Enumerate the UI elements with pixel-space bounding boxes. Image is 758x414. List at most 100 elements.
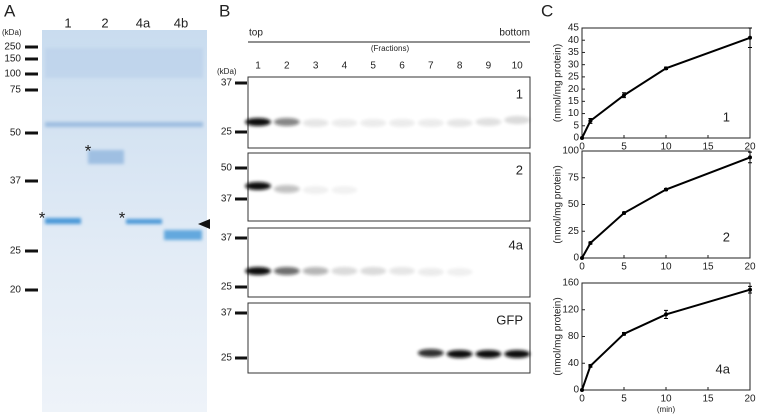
chart-label: 1 [723,109,730,124]
blot-band [389,119,415,127]
marker-tick [25,249,38,253]
chart-label: 4a [716,361,731,376]
blot-band [446,119,473,127]
marker-label: 25 [221,127,233,138]
marker-tick [235,81,247,85]
x-tick-label: 0 [579,394,585,405]
blot-label: 1 [516,86,523,101]
x-tick-label: 0 [579,262,585,273]
fraction-label: 3 [313,61,319,72]
marker-tick [235,197,247,201]
blot-band [331,267,358,275]
kda-label: (kDa) [2,28,22,37]
blot-band [360,119,387,127]
blot-band [417,119,444,127]
marker-label: 50 [10,128,22,139]
y-tick-label: 0 [573,385,579,396]
blot [247,227,531,298]
blot-band [360,267,387,275]
fraction-label: 1 [255,61,261,72]
blot-band [446,268,473,276]
marker-label: 25 [221,282,233,293]
panel-letter: A [4,1,16,20]
gel-bands [45,48,203,240]
blot-band [302,267,329,275]
x-tick-label: 15 [702,262,714,273]
data-point [664,66,668,71]
marker-tick [235,285,247,289]
marker-tick [25,57,38,61]
asterisk: * [39,208,46,227]
fractions-label: (Fractions) [371,44,410,53]
y-tick-label: 0 [573,253,579,264]
blot-band [302,186,329,194]
marker-label: 150 [4,54,21,65]
blot-band [302,119,329,127]
blot-band [245,182,271,190]
bottom-label: bottom [499,28,530,39]
marker-tick [235,236,247,240]
y-tick-label: 50 [568,199,580,210]
arrowhead [198,219,210,229]
blot-band [273,118,300,126]
y-tick-label: 40 [568,358,580,369]
y-tick-label: 100 [562,146,579,157]
data-point [748,287,752,292]
blot-label: GFP [496,312,523,327]
fraction-label: 9 [486,61,492,72]
y-tick-label: 15 [568,96,580,107]
blot-label: 4a [509,237,524,252]
blot-band [417,268,444,276]
marker-label: 100 [4,69,21,80]
blot-band [446,350,473,358]
data-point [580,388,584,392]
y-axis-label: (nmol/mg protein) [553,165,564,243]
y-tick-label: 25 [568,72,580,83]
x-tick-label: 10 [660,394,672,405]
x-tick-label: 15 [702,142,714,153]
data-point [622,93,626,98]
data-point [588,118,593,123]
marker-tick [25,131,38,135]
y-tick-label: 25 [568,226,580,237]
fraction-label: 2 [284,61,290,72]
x-tick-label: 15 [702,394,714,405]
data-point [580,256,584,260]
blot-band [245,118,271,126]
marker-tick [235,130,247,134]
fraction-label: 6 [399,61,405,72]
blot-band [273,267,300,275]
x-tick-label: 20 [744,262,756,273]
data-point [580,136,584,140]
lane-label: 4b [174,15,188,30]
blot-band [331,186,358,194]
kda-label: (kDa) [217,67,237,76]
x-tick-label: 5 [621,262,627,273]
data-point [664,187,668,192]
marker-label: 25 [221,353,233,364]
marker-label: 75 [10,85,22,96]
y-tick-label: 45 [568,23,580,34]
blot-band [389,267,415,275]
y-tick-label: 30 [568,59,580,70]
blot-band [504,350,531,358]
x-tick-label: 5 [621,394,627,405]
blot [247,76,531,149]
x-tick-label: 20 [744,142,756,153]
marker-label: 50 [221,163,233,174]
blot-band [417,349,444,357]
blot [247,302,531,374]
marker-label: 37 [221,78,233,89]
blot-label: 2 [516,162,523,177]
y-tick-label: 160 [562,278,579,289]
y-tick-label: 75 [568,172,580,183]
marker-label: 25 [10,246,22,257]
fraction-label: 10 [512,61,524,72]
marker-tick [25,72,38,76]
asterisk: * [119,208,126,227]
lane-label: 1 [64,15,71,30]
marker-label: 37 [221,233,233,244]
marker-label: 20 [10,285,22,296]
data-point [588,241,593,246]
marker-tick [25,288,38,292]
